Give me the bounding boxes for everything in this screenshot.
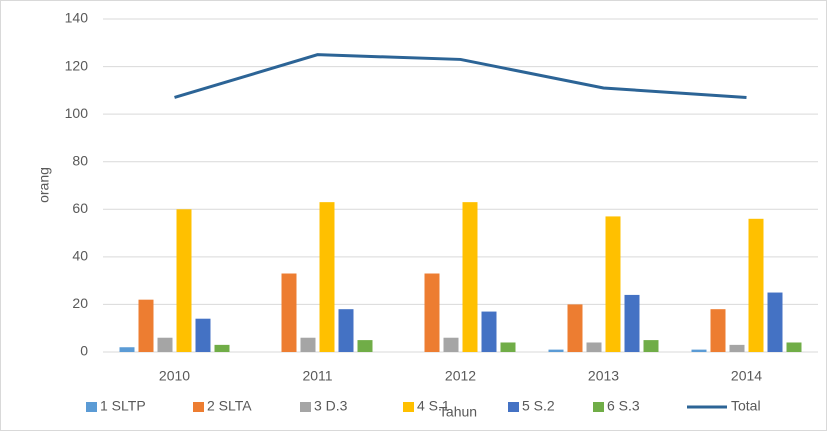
x-tick-label: 2012: [445, 368, 476, 384]
bar: [643, 340, 659, 352]
bar: [481, 311, 497, 352]
bar: [119, 347, 135, 352]
y-tick-label: 100: [65, 105, 89, 121]
legend-swatch: [403, 402, 414, 412]
y-axis-label: orang: [36, 167, 52, 203]
bar: [548, 349, 564, 352]
bar: [281, 273, 297, 352]
legend-label: 3 D.3: [314, 398, 348, 414]
legend-label: Total: [731, 398, 761, 414]
x-axis-label: Tahun: [439, 404, 477, 420]
bar: [319, 202, 335, 352]
bar: [500, 342, 516, 352]
bar: [462, 202, 478, 352]
bar: [605, 216, 621, 352]
y-tick-label: 40: [72, 248, 88, 264]
bar: [786, 342, 802, 352]
legend-label: 2 SLTA: [207, 398, 252, 414]
bar: [214, 344, 230, 352]
bar: [357, 340, 373, 352]
legend-swatch: [86, 402, 97, 412]
bar: [443, 337, 459, 352]
bar: [195, 318, 211, 352]
line: [174, 53, 747, 99]
bar: [624, 294, 640, 352]
legend-label: 6 S.3: [607, 398, 640, 414]
y-tick-label: 60: [72, 200, 88, 216]
y-tick-label: 80: [72, 152, 88, 168]
x-tick-label: 2010: [159, 368, 190, 384]
legend-label: 1 SLTP: [100, 398, 146, 414]
bar: [710, 309, 726, 352]
x-tick-label: 2014: [731, 368, 762, 384]
bar: [176, 209, 192, 352]
bar: [586, 342, 602, 352]
x-tick-label: 2011: [302, 368, 332, 384]
legend-label: 5 S.2: [522, 398, 555, 414]
bar: [729, 344, 745, 352]
bar: [300, 337, 316, 352]
legend-swatch: [593, 402, 604, 412]
x-tick-label: 2013: [588, 368, 619, 384]
y-tick-label: 120: [65, 57, 89, 73]
bar: [691, 349, 707, 352]
legend-label: 4 S.1: [417, 398, 450, 414]
legend-swatch: [508, 402, 519, 412]
bar: [157, 337, 173, 352]
bar: [338, 309, 354, 352]
legend-swatch: [300, 402, 311, 412]
bar: [424, 273, 440, 352]
bar: [748, 218, 764, 352]
bar: [767, 292, 783, 352]
y-tick-label: 0: [80, 343, 88, 359]
y-tick-label: 20: [72, 295, 88, 311]
bar: [138, 299, 154, 352]
bar: [567, 304, 583, 352]
y-tick-label: 140: [65, 10, 89, 26]
legend-swatch: [193, 402, 204, 412]
